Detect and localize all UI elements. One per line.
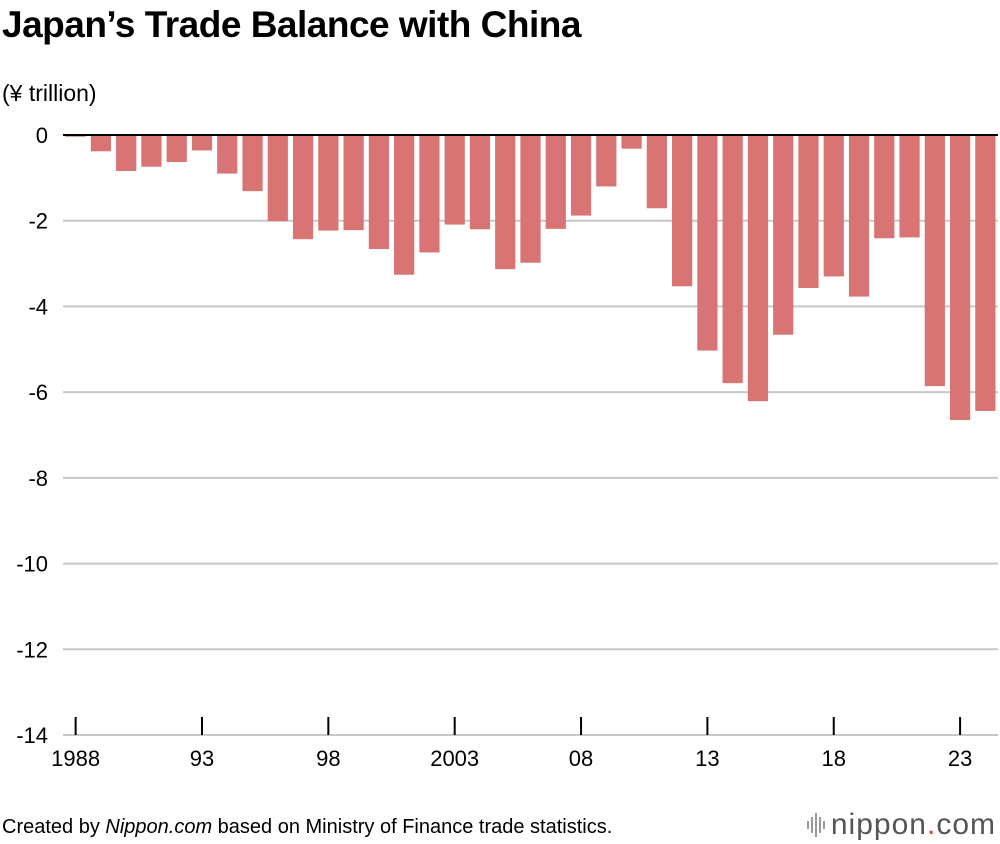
x-tick-label: 93 <box>190 746 214 771</box>
bar-2021 <box>899 135 920 238</box>
bar-1989 <box>90 135 112 152</box>
y-tick-label: 0 <box>36 123 48 148</box>
bars <box>63 134 998 420</box>
bar-2000 <box>368 135 389 249</box>
bar-2011 <box>646 135 667 209</box>
bar-1994 <box>217 135 238 174</box>
bar-1991 <box>141 135 162 167</box>
bar-1998 <box>318 135 339 231</box>
x-tick-label: 08 <box>569 746 593 771</box>
credit-prefix: Created by <box>2 816 106 838</box>
y-axis-unit-label: (¥ trillion) <box>2 80 97 106</box>
y-tick-label: -12 <box>16 637 48 662</box>
nippon-logo: nippon. com <box>806 808 996 842</box>
x-tick-label: 18 <box>822 746 846 771</box>
source-credit: Created by Nippon.com based on Ministry … <box>2 816 612 839</box>
y-tick-labels: 0 -2 -4 -6 -8 -10 -12 -14 <box>16 123 48 748</box>
bar-2009 <box>596 135 617 187</box>
x-tick-label: 23 <box>948 746 972 771</box>
x-tick-label: 13 <box>695 746 719 771</box>
bar-1995 <box>242 135 263 192</box>
logo-tld: com <box>936 808 996 841</box>
bar-2017 <box>798 135 819 288</box>
x-tick-label: 1988 <box>51 746 100 771</box>
y-tick-label: -4 <box>28 294 48 319</box>
bar-2014 <box>722 135 743 384</box>
bar-2002 <box>419 135 440 253</box>
logo-dot: . <box>926 808 937 841</box>
bar-2001 <box>394 135 415 275</box>
bar-2015 <box>747 135 769 402</box>
bar-2016 <box>773 135 794 335</box>
y-tick-label: -6 <box>28 380 48 405</box>
bar-2004 <box>469 135 491 230</box>
bar-1997 <box>292 135 314 240</box>
bar-2008 <box>570 135 592 216</box>
bar-2020 <box>874 135 895 239</box>
bar-1993 <box>191 135 213 151</box>
bar-2005 <box>495 135 516 270</box>
bar-2003 <box>444 135 465 225</box>
y-tick-label: -2 <box>28 209 48 234</box>
bar-2006 <box>520 135 541 263</box>
bar-2023 <box>949 135 971 420</box>
y-tick-label: -10 <box>16 552 48 577</box>
y-tick-label: -14 <box>16 723 48 748</box>
bar-2022 <box>924 135 945 387</box>
x-tick-label: 2003 <box>430 746 479 771</box>
bar-2024 <box>975 135 996 411</box>
gridlines <box>63 219 998 736</box>
bar-2007 <box>545 135 566 229</box>
bar-2019 <box>848 135 870 297</box>
bar-1992 <box>166 135 187 162</box>
credit-source: Nippon.com <box>105 816 213 838</box>
x-tick-label: 98 <box>316 746 340 771</box>
bar-chart: 0 -2 -4 -6 -8 -10 -12 -14 1988 93 98 2003 08 13 18 23 <box>16 123 998 771</box>
chart-title: Japan’s Trade Balance with China <box>2 4 581 45</box>
logo-name: nippon <box>830 808 927 841</box>
credit-suffix: based on Ministry of Finance trade stati… <box>212 816 613 838</box>
x-axis: 1988 93 98 2003 08 13 18 23 <box>51 717 998 771</box>
logo-mark-icon <box>806 813 825 837</box>
bar-2012 <box>672 135 693 287</box>
y-tick-label: -8 <box>28 466 48 491</box>
bar-2013 <box>697 135 718 351</box>
bar-1996 <box>267 135 288 222</box>
bar-2010 <box>621 135 642 149</box>
bar-1999 <box>343 135 364 231</box>
bar-1990 <box>116 135 137 171</box>
bar-2018 <box>823 135 844 277</box>
